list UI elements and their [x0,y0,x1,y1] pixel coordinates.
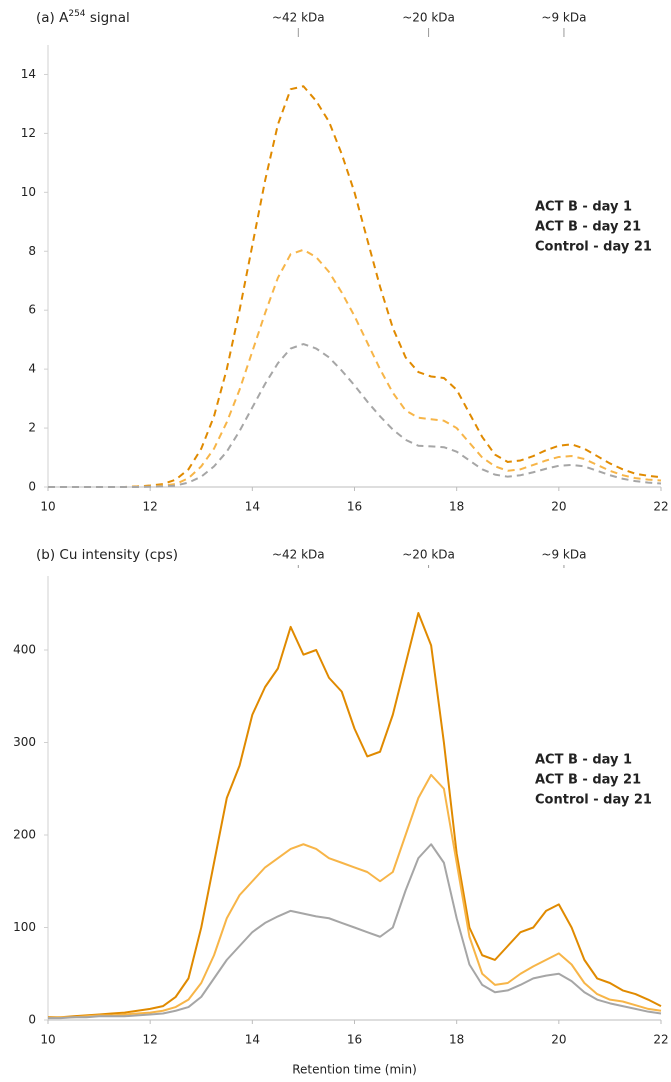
y-tick-label: 6 [28,303,36,317]
panel: (b) Cu intensity (cps) 0 100 200 300 400 10 12 1… [13,547,669,1077]
x-tick-label: 16 [347,1033,362,1047]
marker-label: ~20 kDa [402,11,455,25]
legend-entry: Control - day 21 [535,793,652,808]
y-tick-label: 2 [28,421,36,435]
series-line [47,773,662,1020]
y-tick-label: 14 [21,67,36,81]
y-tick-label: 100 [13,920,36,934]
series-line [48,343,662,488]
x-tick-label: 16 [347,500,362,514]
title-part: (b) Cu intensity (cps) [36,547,178,563]
y-tick-label: 4 [28,362,36,376]
y-tick-label: 300 [13,735,36,749]
y-tick-label: 400 [13,643,36,657]
title-part: signal [86,10,130,26]
y-tick-label: 8 [28,244,36,258]
x-tick-label: 22 [653,500,668,514]
marker-label: ~42 kDa [272,11,325,25]
x-tick-label: 20 [551,1033,566,1047]
title-part: (a) A [36,10,69,26]
legend-entry: ACT B - day 1 [535,753,632,768]
x-tick-label: 14 [245,500,260,514]
legend-entry: ACT B - day 1 [535,200,632,215]
x-tick-label: 22 [653,1033,668,1047]
legend-entry: ACT B - day 21 [535,773,641,788]
series-line [48,612,662,1019]
x-tick-label: 10 [40,500,55,514]
legend-entry: Control - day 21 [535,240,652,255]
title-part: 254 [68,9,85,19]
series-line [48,843,662,1020]
legend-entry: ACT B - day 21 [535,220,641,235]
x-tick-label: 10 [40,1033,55,1047]
marker-label: ~42 kDa [272,548,325,562]
y-tick-label: 200 [13,828,36,842]
panel-title: (b) Cu intensity (cps) [36,547,178,563]
series-line [48,248,662,488]
marker-label: ~20 kDa [402,548,455,562]
panel: (a) A254 signal 0 2 4 6 8 10 12 14 10 12 14 16 18 20 22… [21,9,669,514]
x-tick-label: 18 [449,500,464,514]
series-line [48,85,662,488]
x-tick-label: 12 [143,1033,158,1047]
y-tick-label: 12 [21,126,36,140]
y-tick-label: 0 [28,1013,36,1027]
panel-title: (a) A254 signal [36,9,130,27]
x-tick-label: 20 [551,500,566,514]
marker-label: ~9 kDa [541,11,586,25]
marker-label: ~9 kDa [541,548,586,562]
y-tick-label: 0 [28,480,36,494]
y-tick-label: 10 [21,185,36,199]
x-tick-label: 12 [143,500,158,514]
x-tick-label: 18 [449,1033,464,1047]
x-tick-label: 14 [245,1033,260,1047]
x-axis-label: Retention time (min) [292,1063,417,1077]
